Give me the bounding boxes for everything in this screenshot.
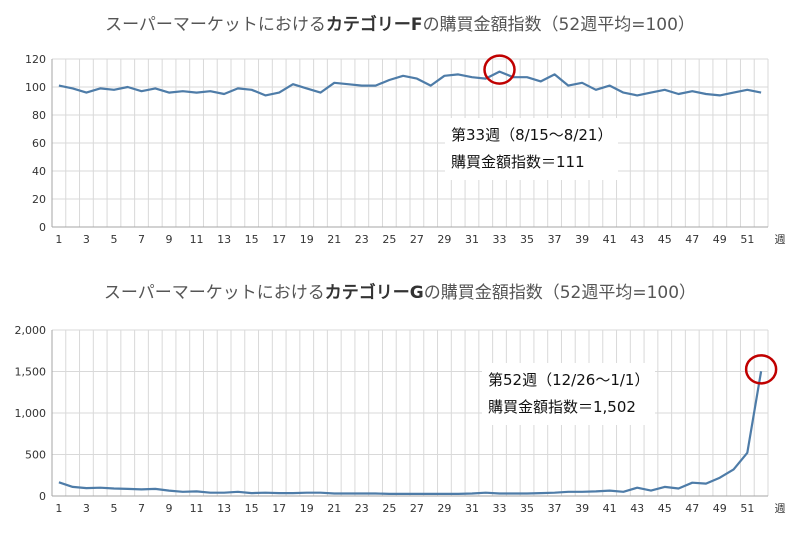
x-tick-label: 37 <box>548 502 562 515</box>
chart-panel-f: スーパーマーケットにおけるカテゴリーFの購買金額指数（52週平均=100） 0 2… <box>0 0 800 265</box>
chart-title-f-prefix: スーパーマーケットにおける <box>105 15 326 35</box>
y-tick-label: 0 <box>39 221 46 234</box>
y-tick-label: 20 <box>32 193 46 206</box>
x-tick-label: 35 <box>520 233 534 246</box>
x-tick-label: 43 <box>630 233 644 246</box>
x-tick-label: 21 <box>327 502 341 515</box>
y-tick-label: 2,000 <box>15 324 47 337</box>
x-tick-label: 9 <box>166 502 173 515</box>
chart-title-f-category: カテゴリーF <box>325 15 423 35</box>
x-tick-label: 23 <box>355 233 369 246</box>
x-tick-label: 51 <box>740 502 754 515</box>
x-tick-label: 21 <box>327 233 341 246</box>
chart-title-f: スーパーマーケットにおけるカテゴリーFの購買金額指数（52週平均=100） <box>0 10 800 35</box>
y-tick-label: 60 <box>32 137 46 150</box>
y-tick-label: 80 <box>32 109 46 122</box>
annotation-box-g: 第52週（12/26～1/1） 購買金額指数＝1,502 <box>482 363 656 425</box>
y-tick-label: 1,000 <box>15 407 47 420</box>
x-axis-unit-label: 週 <box>775 502 786 515</box>
x-tick-label: 33 <box>493 502 507 515</box>
x-tick-label: 1 <box>55 233 62 246</box>
chart-panel-g: スーパーマーケットにおけるカテゴリーGの購買金額指数（52週平均=100） 0 5… <box>0 268 800 533</box>
x-tick-label: 41 <box>603 502 617 515</box>
x-tick-label: 29 <box>437 233 451 246</box>
x-tick-label: 43 <box>630 502 644 515</box>
y-tick-label: 1,500 <box>15 366 47 379</box>
annotation-g-index: 購買金額指数＝1,502 <box>488 398 636 416</box>
x-tick-label: 51 <box>740 233 754 246</box>
x-tick-label: 3 <box>83 502 90 515</box>
x-axis-unit-label: 週 <box>775 233 786 246</box>
x-tick-label: 15 <box>245 233 259 246</box>
x-tick-label: 31 <box>465 233 479 246</box>
x-tick-label: 19 <box>300 502 314 515</box>
annotation-box-f: 第33週（8/15～8/21） 購買金額指数＝111 <box>445 118 619 180</box>
x-tick-label: 35 <box>520 502 534 515</box>
x-tick-label: 37 <box>548 233 562 246</box>
x-tick-label: 7 <box>138 233 145 246</box>
chart-title-f-suffix: の購買金額指数（52週平均=100） <box>422 15 695 35</box>
x-tick-label: 17 <box>272 233 286 246</box>
y-tick-label: 100 <box>25 81 46 94</box>
y-tick-label: 40 <box>32 165 46 178</box>
annotation-f-period: 第33週（8/15～8/21） <box>451 126 613 144</box>
y-tick-label: 500 <box>25 449 46 462</box>
x-tick-label: 5 <box>110 502 117 515</box>
x-tick-label: 45 <box>658 502 672 515</box>
chart-title-g: スーパーマーケットにおけるカテゴリーGの購買金額指数（52週平均=100） <box>0 278 800 303</box>
x-tick-label: 9 <box>166 233 173 246</box>
x-tick-label: 13 <box>217 502 231 515</box>
x-tick-label: 47 <box>685 233 699 246</box>
x-tick-label: 11 <box>190 502 204 515</box>
series-line <box>58 70 762 97</box>
series-line <box>58 371 763 495</box>
x-tick-label: 27 <box>410 233 424 246</box>
x-tick-label: 47 <box>685 502 699 515</box>
x-tick-label: 25 <box>382 502 396 515</box>
x-tick-label: 41 <box>603 233 617 246</box>
x-tick-label: 49 <box>713 502 727 515</box>
x-tick-label: 7 <box>138 502 145 515</box>
x-tick-label: 19 <box>300 233 314 246</box>
x-tick-label: 5 <box>110 233 117 246</box>
highlight-circle <box>744 354 778 385</box>
highlight-circle <box>483 54 516 85</box>
chart-title-g-suffix: の購買金額指数（52週平均=100） <box>423 283 697 303</box>
annotation-f-index: 購買金額指数＝111 <box>451 153 585 171</box>
chart-title-g-prefix: スーパーマーケットにおける <box>103 283 325 303</box>
x-tick-label: 23 <box>355 502 369 515</box>
x-tick-label: 15 <box>245 502 259 515</box>
x-tick-label: 45 <box>658 233 672 246</box>
x-tick-label: 17 <box>272 502 286 515</box>
y-tick-label: 0 <box>39 490 46 503</box>
x-tick-label: 13 <box>217 233 231 246</box>
chart-title-g-category: カテゴリーG <box>324 283 424 303</box>
x-tick-label: 29 <box>437 502 451 515</box>
annotation-g-period: 第52週（12/26～1/1） <box>488 371 650 389</box>
x-tick-label: 49 <box>713 233 727 246</box>
x-tick-label: 11 <box>190 233 204 246</box>
x-tick-label: 33 <box>493 233 507 246</box>
x-tick-label: 39 <box>575 233 589 246</box>
y-tick-label: 120 <box>25 53 46 66</box>
x-tick-label: 1 <box>55 502 62 515</box>
x-tick-label: 27 <box>410 502 424 515</box>
x-tick-label: 31 <box>465 502 479 515</box>
x-tick-label: 39 <box>575 502 589 515</box>
x-tick-label: 3 <box>83 233 90 246</box>
x-tick-label: 25 <box>382 233 396 246</box>
